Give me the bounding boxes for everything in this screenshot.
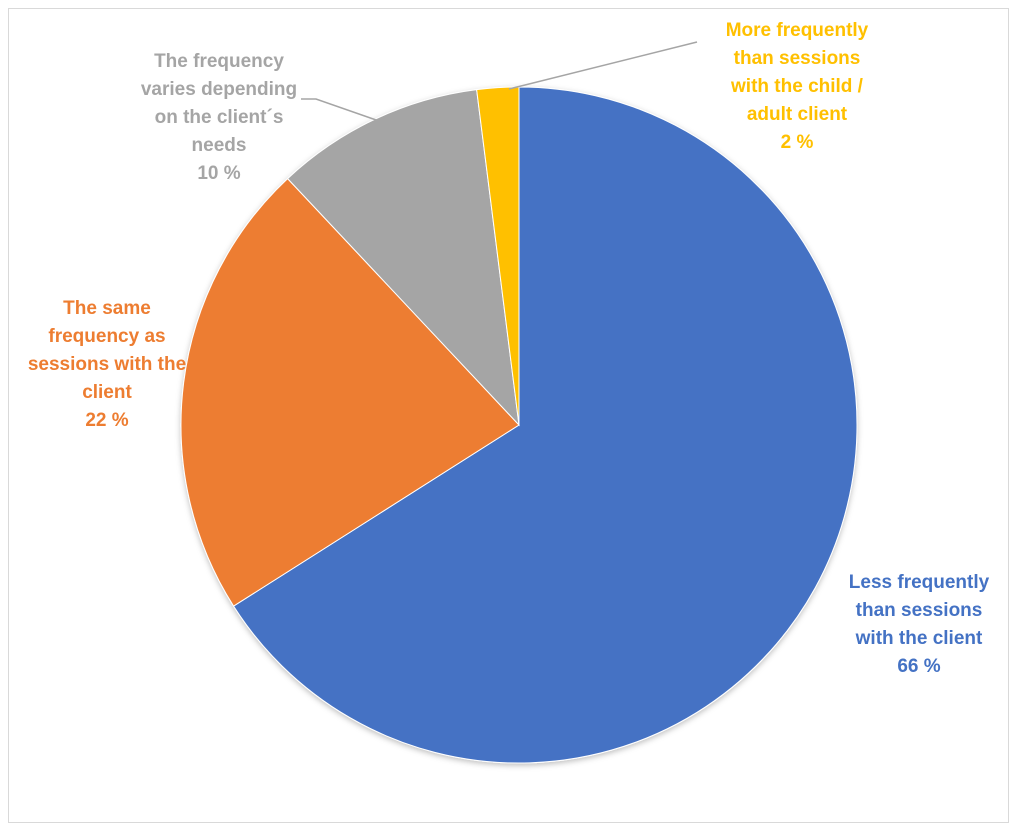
pie-chart xyxy=(180,41,858,764)
leader-line-more-frequently xyxy=(508,41,698,90)
data-label-varies: The frequency varies depending on the cl… xyxy=(140,51,298,184)
data-label-more-frequently: More frequently than sessions with the c… xyxy=(725,20,869,153)
data-label-same-frequency: The same frequency as sessions with the … xyxy=(27,298,187,431)
chart-area: Less frequently than sessions with the c… xyxy=(8,8,1009,823)
data-label-less-frequently: Less frequently than sessions with the c… xyxy=(848,572,990,677)
leader-line-varies xyxy=(301,98,380,122)
slice-same-frequency xyxy=(180,177,520,607)
slice-less-frequently xyxy=(232,86,858,764)
